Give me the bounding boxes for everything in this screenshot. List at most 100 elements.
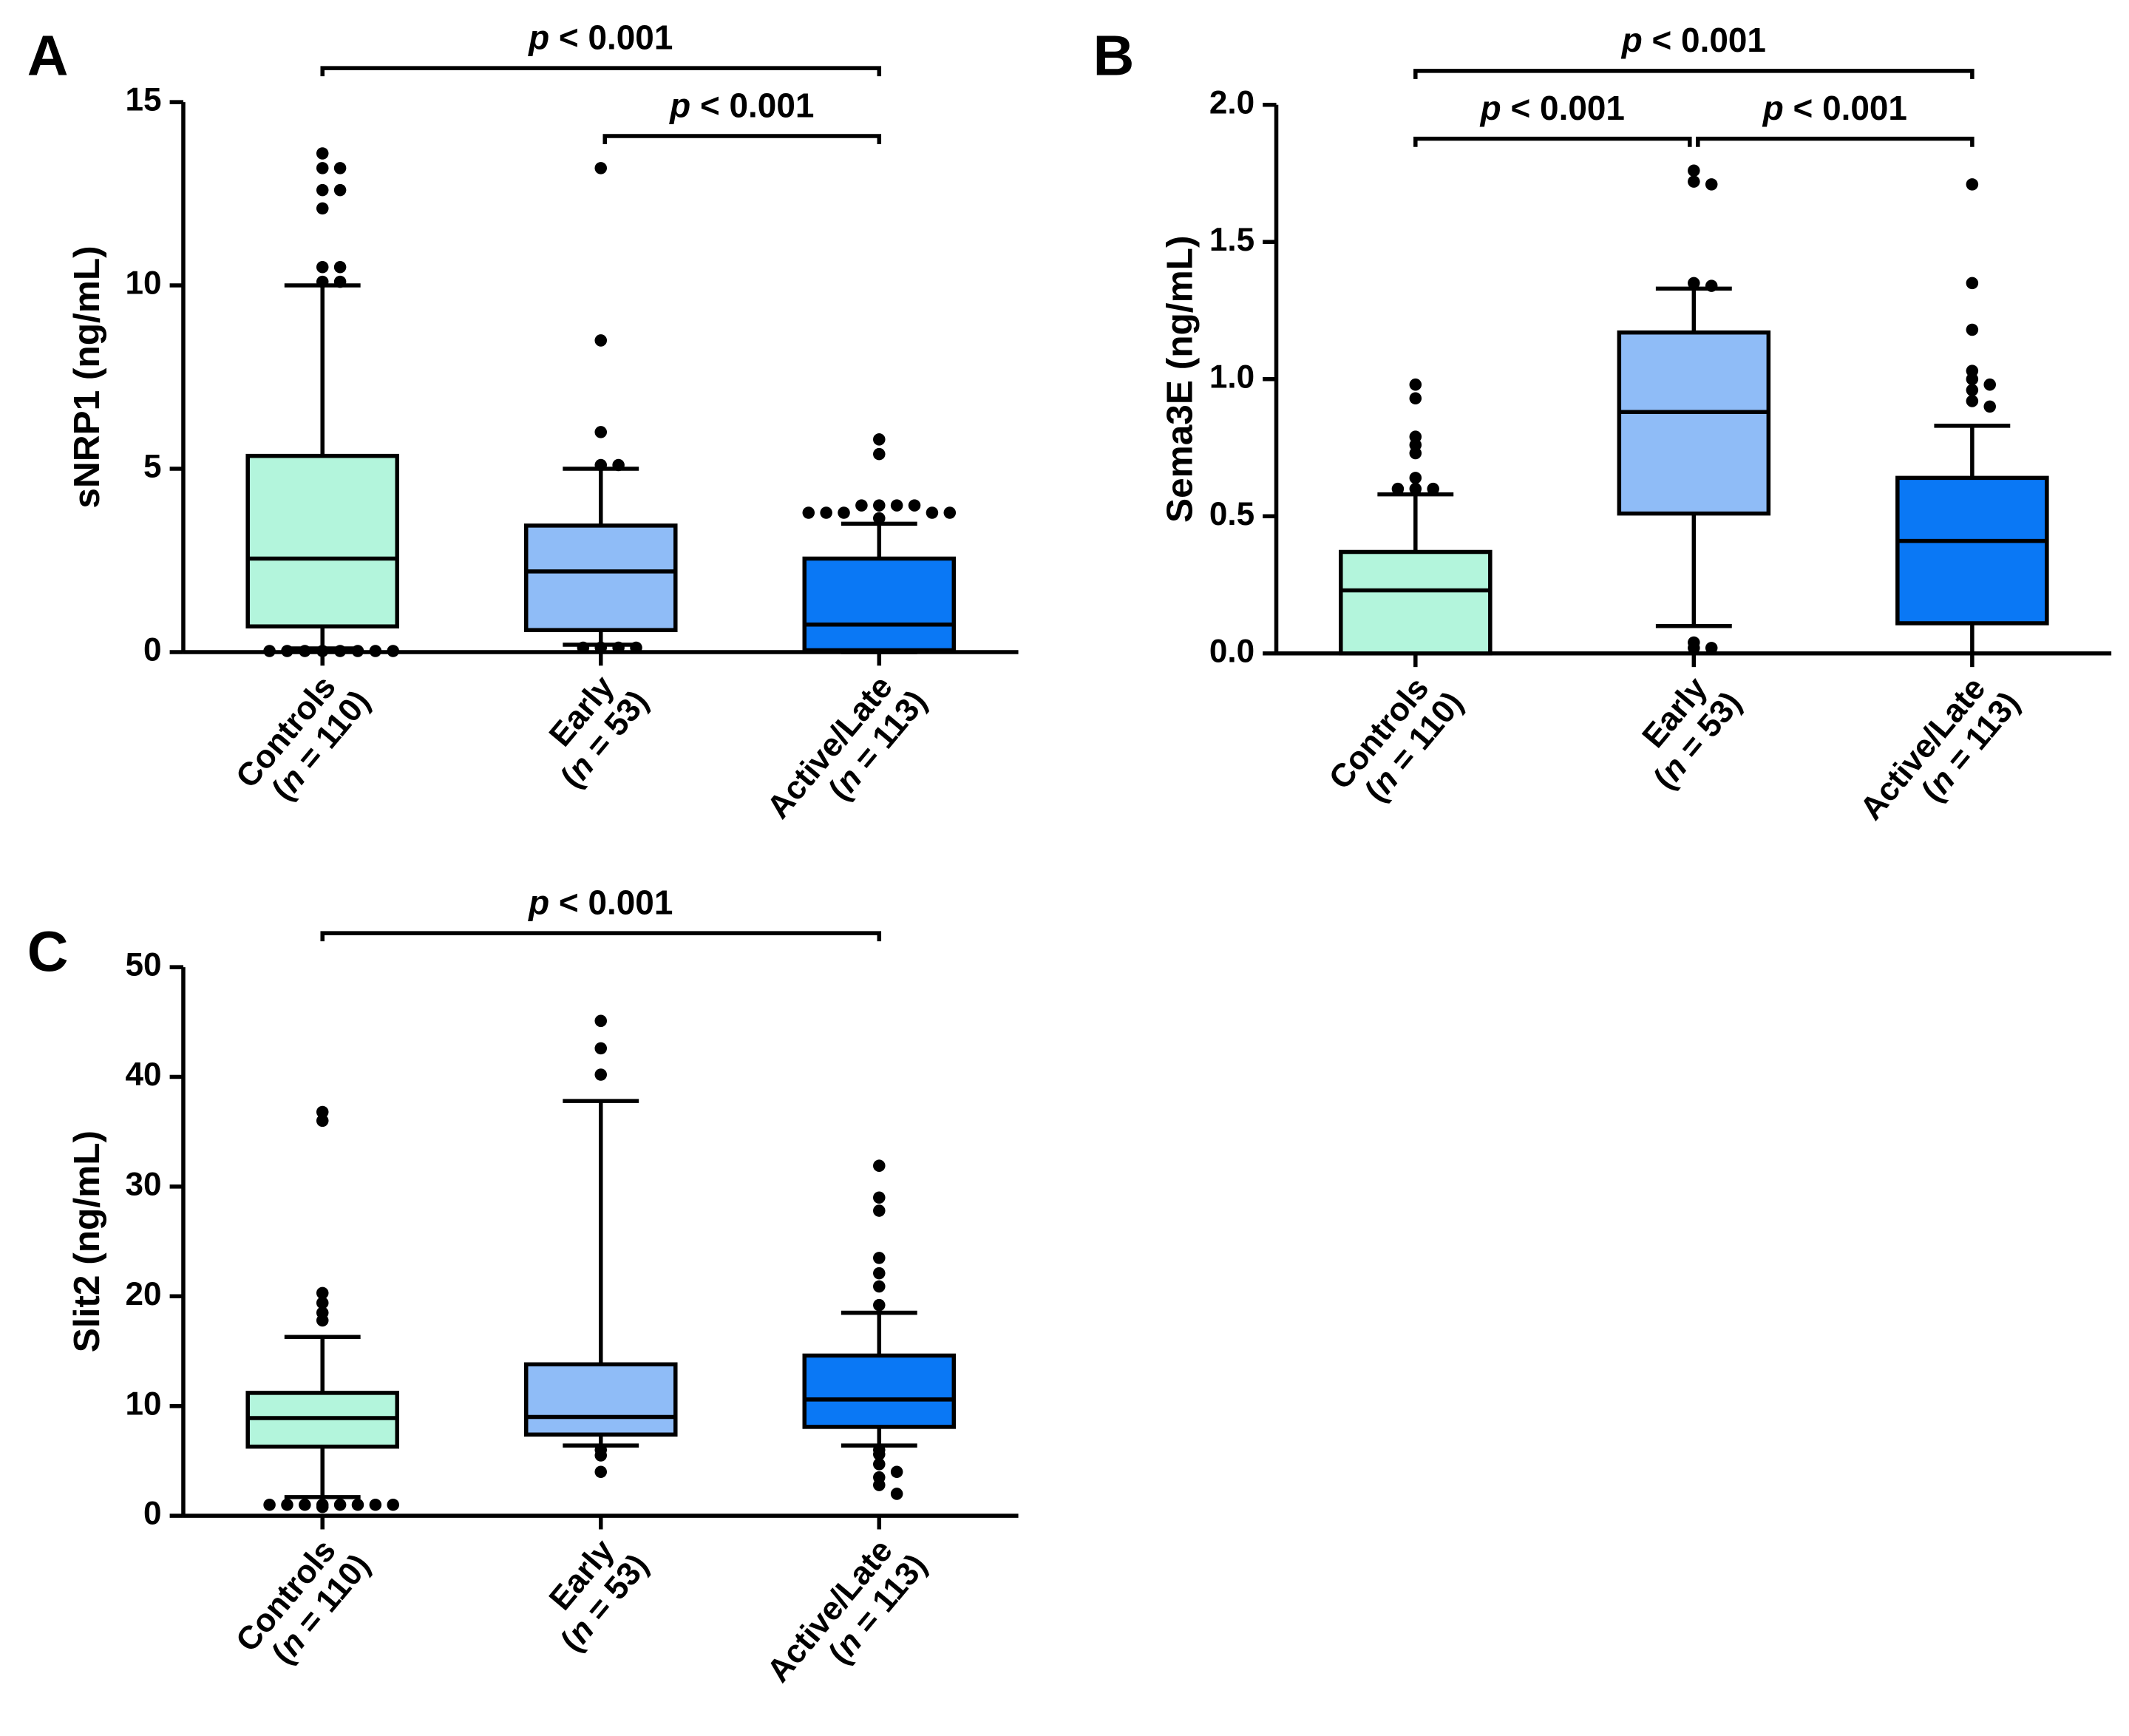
outlier — [299, 1499, 311, 1511]
outlier — [1983, 400, 1996, 413]
outlier — [316, 1296, 329, 1309]
outlier — [802, 506, 815, 519]
outlier — [316, 1500, 329, 1513]
y-tick-label: 0 — [143, 632, 162, 668]
significance-bar — [320, 931, 882, 942]
box — [1617, 330, 1771, 516]
outlier — [333, 275, 347, 288]
outlier — [873, 1458, 886, 1471]
outlier — [1966, 323, 1979, 336]
outlier — [1688, 642, 1700, 654]
y-tick-label: 1.5 — [1209, 222, 1254, 258]
outlier — [316, 260, 329, 274]
outlier — [1705, 178, 1718, 191]
outlier — [577, 641, 590, 654]
p-value: p < 0.001 — [527, 883, 673, 921]
p-value: p < 0.001 — [1762, 89, 1907, 127]
outlier — [873, 1267, 886, 1280]
outlier — [855, 499, 868, 512]
outlier — [316, 202, 329, 215]
outlier — [1688, 277, 1700, 290]
outlier — [1966, 178, 1979, 191]
p-value: p < 0.001 — [1479, 89, 1625, 127]
outlier — [594, 641, 608, 654]
outlier — [1705, 279, 1718, 292]
outlier — [873, 1280, 886, 1293]
y-tick-label: 0 — [143, 1496, 162, 1532]
x-tick-label: Early(n = 53) — [1635, 670, 1748, 796]
outlier — [873, 1448, 886, 1461]
outlier — [890, 1488, 903, 1500]
y-axis-label: Slit2 (ng/mL) — [66, 1130, 107, 1352]
y-tick-label: 20 — [126, 1276, 162, 1312]
y-tick-label: 1.0 — [1209, 359, 1254, 395]
outlier — [1705, 642, 1718, 654]
outlier — [873, 433, 886, 446]
p-value: p < 0.001 — [1620, 21, 1766, 59]
box — [802, 556, 957, 653]
box — [802, 1353, 957, 1429]
p-value: p < 0.001 — [668, 86, 814, 124]
outlier — [873, 1298, 886, 1312]
box — [1895, 475, 2049, 625]
outlier — [1966, 277, 1979, 290]
box — [523, 1362, 678, 1437]
outlier — [387, 1499, 399, 1511]
p-value: p < 0.001 — [527, 18, 673, 56]
outlier — [1409, 447, 1422, 460]
outlier — [594, 162, 608, 174]
outlier — [820, 506, 832, 519]
y-tick-label: 0.5 — [1209, 496, 1254, 532]
outlier — [1966, 384, 1979, 396]
outlier — [316, 162, 329, 174]
outlier — [594, 1449, 608, 1462]
outlier — [926, 506, 939, 519]
outlier — [873, 1204, 886, 1217]
x-tick-label: Controls(n = 110) — [229, 669, 377, 807]
outlier — [316, 183, 329, 197]
outlier — [1688, 175, 1700, 188]
outlier — [890, 1465, 903, 1479]
outlier — [1427, 482, 1439, 495]
outlier — [263, 645, 276, 657]
y-tick-label: 30 — [126, 1167, 162, 1203]
significance-bar — [320, 66, 882, 77]
outlier — [333, 645, 347, 657]
outlier — [873, 1479, 886, 1491]
y-tick-label: 15 — [126, 82, 162, 118]
outlier — [1409, 472, 1422, 484]
outlier — [594, 458, 608, 472]
outlier — [299, 645, 311, 657]
outlier — [333, 183, 347, 197]
outlier — [316, 1314, 329, 1327]
outlier — [594, 1042, 608, 1055]
outlier — [316, 1105, 329, 1119]
significance-bar — [1413, 69, 1974, 79]
outlier — [1409, 392, 1422, 405]
x-tick-label: Controls(n = 110) — [229, 1533, 377, 1671]
significance-bar — [602, 134, 882, 145]
box — [245, 453, 399, 628]
y-tick-label: 0.0 — [1209, 633, 1254, 669]
outlier — [333, 162, 347, 174]
significance-bar — [1413, 136, 1692, 147]
outlier — [873, 512, 886, 525]
outlier — [1409, 482, 1422, 495]
outlier — [890, 499, 903, 512]
box — [523, 523, 678, 632]
x-tick-label: Controls(n = 110) — [1322, 671, 1470, 809]
y-tick-label: 40 — [126, 1057, 162, 1093]
outlier — [316, 1286, 329, 1300]
outlier — [630, 641, 642, 654]
panel-label: C — [27, 920, 69, 984]
outlier — [263, 1499, 276, 1511]
outlier — [873, 499, 886, 512]
outlier — [316, 275, 329, 288]
panel-label: B — [1093, 24, 1135, 87]
outlier — [1966, 373, 1979, 386]
outlier — [873, 1159, 886, 1172]
outlier — [1391, 482, 1405, 495]
outlier — [943, 506, 957, 519]
outlier — [594, 426, 608, 438]
